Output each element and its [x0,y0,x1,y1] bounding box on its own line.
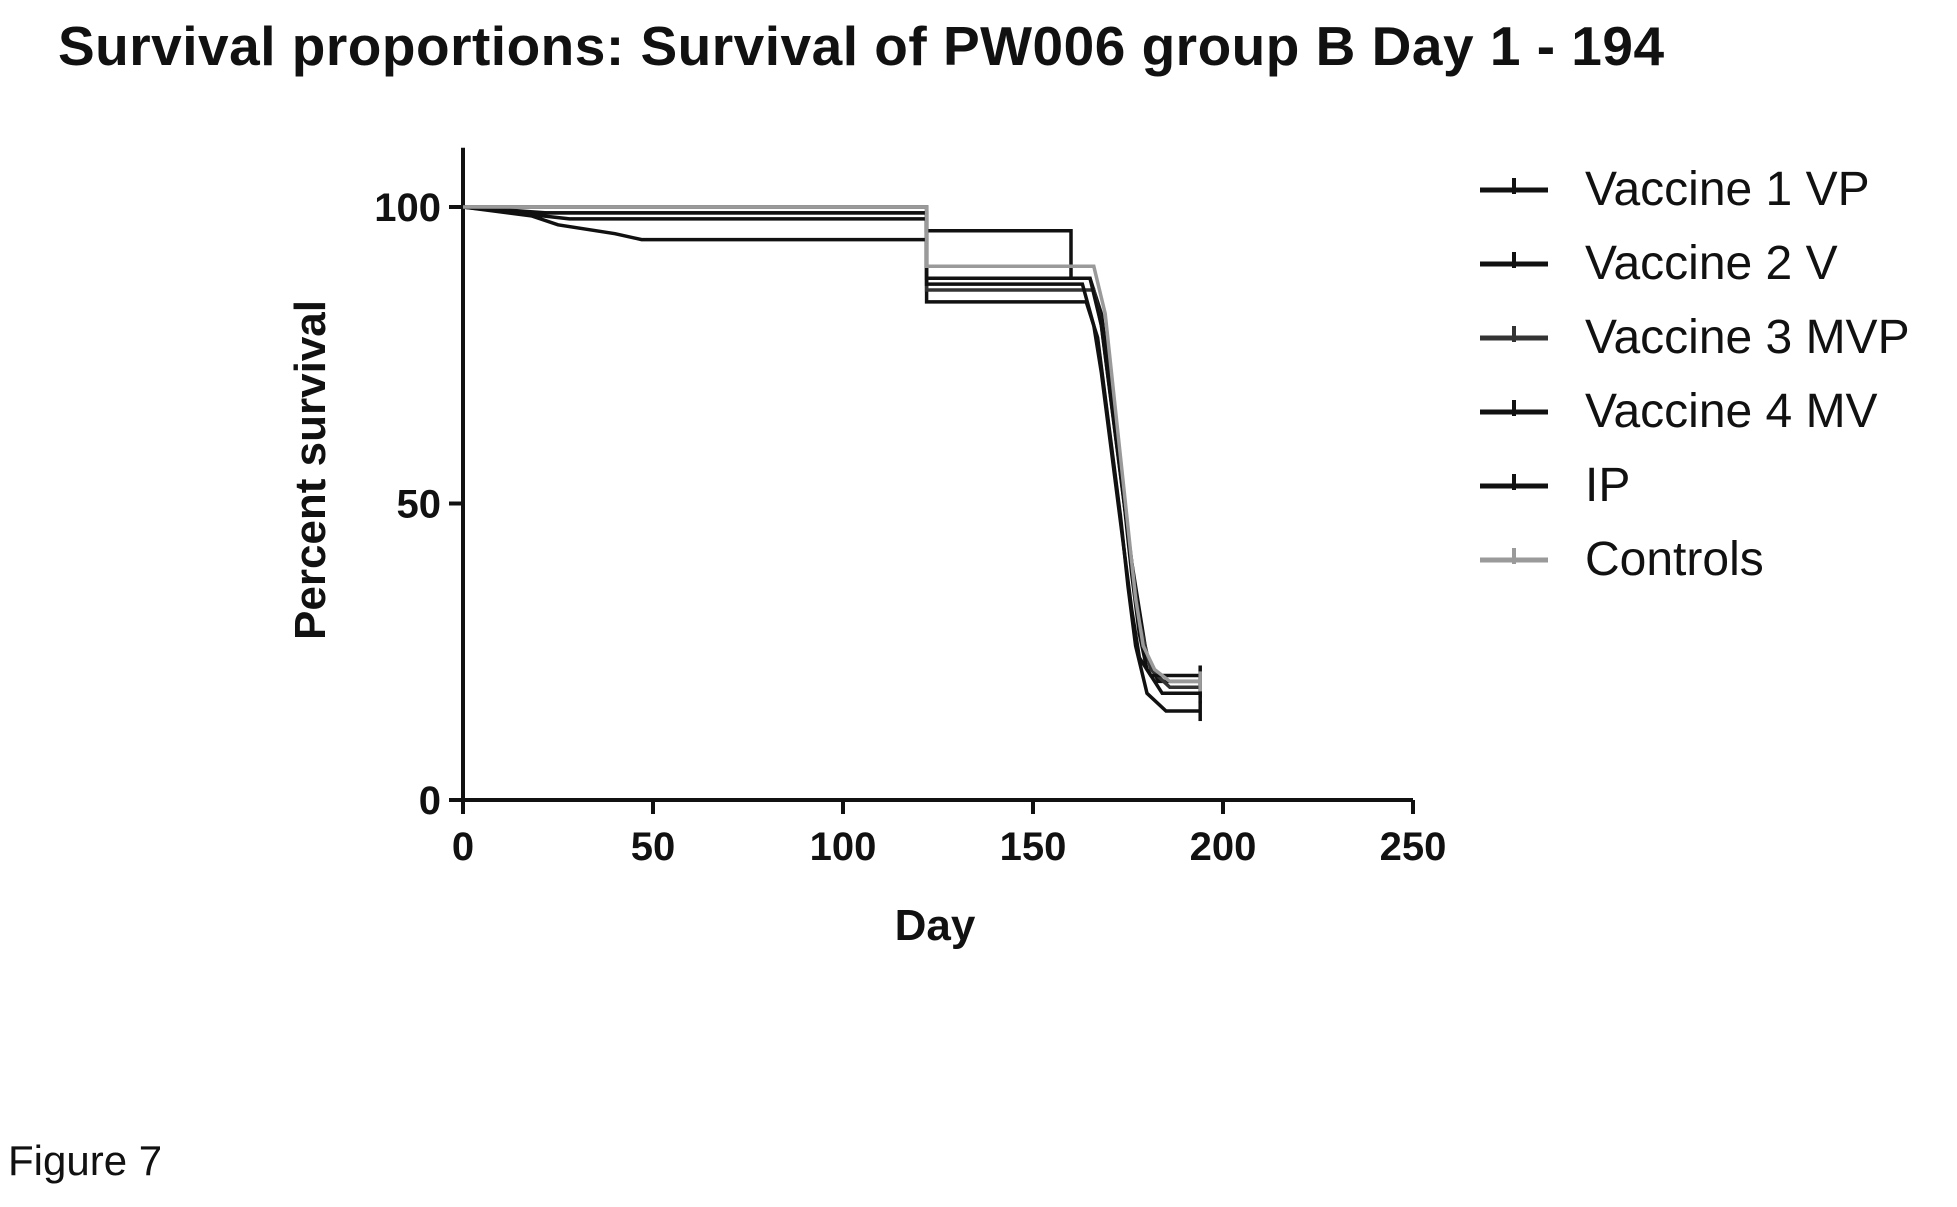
x-tick-label: 200 [1190,825,1257,869]
series-line-6 [463,205,1201,684]
legend-item: IP [1480,459,1630,512]
legend-label: Vaccine 1 VP [1585,163,1870,216]
x-tick-label: 150 [1000,825,1067,869]
x-tick-label: 250 [1380,825,1447,869]
legend-label: Controls [1585,533,1764,586]
x-axis-label: Day [895,901,976,950]
legend-label: Vaccine 3 MVP [1585,311,1910,364]
legend-label: Vaccine 2 V [1585,237,1838,290]
figure-caption: Figure 7 [8,1137,163,1184]
legend: Vaccine 1 VP Vaccine 2 V Vaccine 3 MVP Vacc… [1480,163,1910,586]
legend-item: Vaccine 2 V [1480,237,1838,290]
legend-item: Vaccine 1 VP [1480,163,1870,216]
axes: 0 50 100 150 200 250 0 50 100 [374,147,1447,869]
series-line-2 [462,205,1201,713]
legend-label: Vaccine 4 MV [1585,385,1878,438]
y-axis-label: Percent survival [286,300,335,640]
y-tick-label: 0 [419,779,441,823]
legend-label: IP [1585,459,1630,512]
legend-item: Vaccine 3 MVP [1480,311,1910,364]
x-tick-label: 100 [810,825,877,869]
x-tick-label: 50 [631,825,676,869]
legend-item: Vaccine 4 MV [1480,385,1878,438]
legend-item: Controls [1480,533,1764,586]
y-tick-label: 50 [397,483,442,527]
series-lines [462,205,1202,722]
y-tick-label: 100 [374,186,441,230]
chart-title: Survival proportions: Survival of PW006 … [58,15,1665,77]
x-tick-label: 0 [452,825,474,869]
series-line-4 [462,205,1201,696]
